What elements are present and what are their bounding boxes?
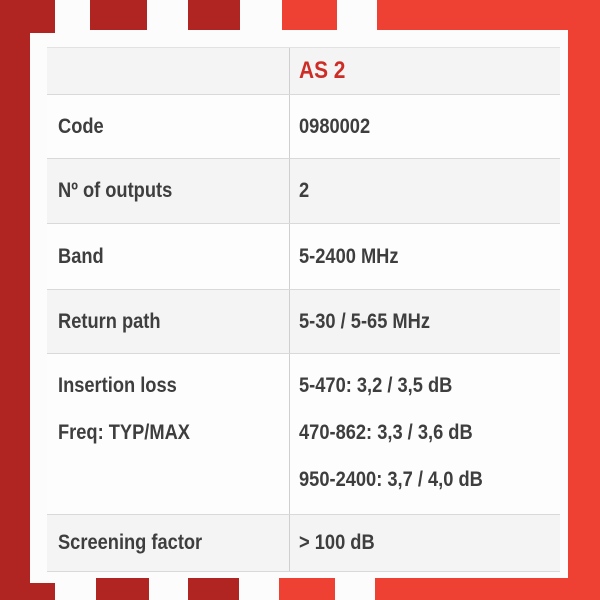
- row-label: Code: [58, 114, 104, 138]
- frame-right-border: [568, 0, 600, 600]
- row-value-cell: 0980002: [289, 95, 560, 158]
- row-label-cell: Insertion loss Freq: TYP/MAX: [47, 354, 289, 514]
- row-value: 0980002: [299, 114, 371, 138]
- row-label: Return path: [58, 309, 161, 333]
- table-row: Screening factor > 100 dB: [47, 514, 560, 571]
- row-label: Band: [58, 244, 104, 268]
- row-value-cell: 5-470: 3,2 / 3,5 dB 470-862: 3,3 / 3,6 d…: [289, 354, 560, 514]
- row-value-cell: > 100 dB: [289, 515, 560, 571]
- stripe-bottom-1: [0, 583, 55, 600]
- table-row: Nº of outputs 2: [47, 158, 560, 223]
- table-header-row: AS 2: [47, 48, 560, 94]
- table-row: Band 5-2400 MHz: [47, 223, 560, 289]
- header-product-cell: AS 2: [289, 48, 560, 94]
- stripe-bottom-5: [375, 578, 600, 600]
- spec-table: AS 2 Code 0980002 Nº of outputs 2 Band: [47, 47, 560, 572]
- row-label-cell: Screening factor: [47, 515, 289, 571]
- table-row: Insertion loss Freq: TYP/MAX 5-470: 3,2 …: [47, 353, 560, 514]
- table-row: Code 0980002: [47, 94, 560, 158]
- row-label-cell: Code: [47, 95, 289, 158]
- row-value-cell: 5-30 / 5-65 MHz: [289, 290, 560, 353]
- row-label: Nº of outputs: [58, 179, 173, 203]
- row-label-cell: Nº of outputs: [47, 159, 289, 223]
- row-label-cell: Band: [47, 224, 289, 289]
- row-label-cell: Return path: [47, 290, 289, 353]
- stripe-bottom-4: [279, 578, 335, 600]
- row-value: 5-30 / 5-65 MHz: [299, 309, 430, 333]
- row-label: Insertion loss Freq: TYP/MAX: [58, 374, 190, 444]
- row-label: Screening factor: [58, 531, 203, 555]
- stripe-top-4: [282, 0, 337, 30]
- stripe-top-1: [0, 0, 55, 33]
- row-value: 2: [299, 179, 310, 203]
- stripe-bottom-2: [96, 578, 149, 600]
- stripe-bottom-3: [188, 578, 239, 600]
- stripe-top-5: [377, 0, 600, 30]
- header-empty-cell: [47, 48, 289, 94]
- stripe-top-2: [90, 0, 147, 30]
- frame-left-border: [0, 0, 30, 600]
- table-row: Return path 5-30 / 5-65 MHz: [47, 289, 560, 353]
- stripe-top-3: [188, 0, 240, 30]
- row-value: 5-470: 3,2 / 3,5 dB 470-862: 3,3 / 3,6 d…: [299, 374, 483, 491]
- row-value-cell: 2: [289, 159, 560, 223]
- row-value: > 100 dB: [299, 531, 375, 555]
- product-name: AS 2: [299, 56, 346, 84]
- row-value-cell: 5-2400 MHz: [289, 224, 560, 289]
- row-value: 5-2400 MHz: [299, 244, 399, 268]
